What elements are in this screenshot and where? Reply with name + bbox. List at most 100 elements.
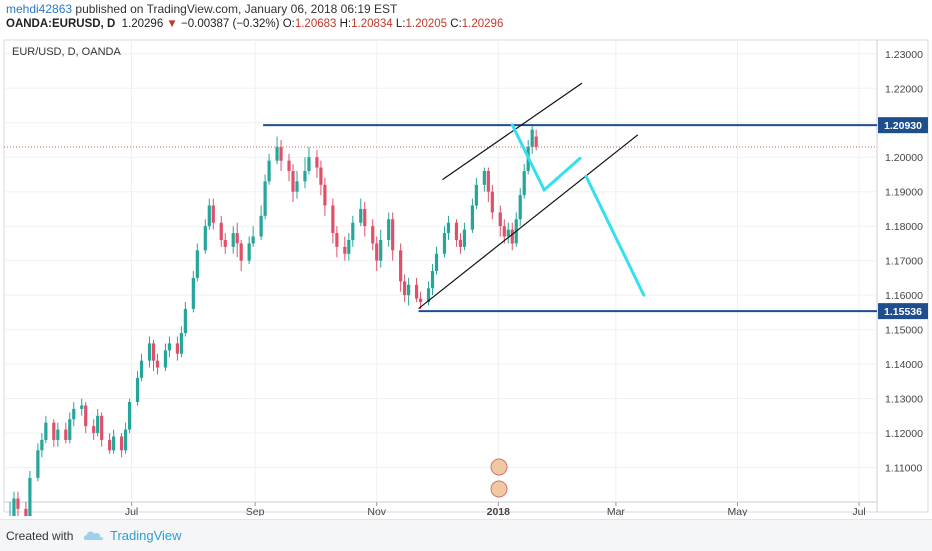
channel-line	[442, 82, 583, 181]
candle-body	[470, 205, 474, 230]
candle-body	[108, 439, 112, 451]
candle-body	[151, 343, 156, 361]
candle-body	[68, 419, 72, 440]
author-link[interactable]: mehdi42863	[6, 2, 73, 16]
candle-body	[347, 239, 351, 254]
projection-segment	[542, 156, 582, 192]
candle-body	[231, 233, 235, 247]
candle-body	[359, 208, 363, 223]
candle-body	[123, 429, 128, 451]
candle-body	[486, 171, 490, 192]
candle-body	[319, 167, 323, 185]
candle-body	[112, 436, 116, 451]
plot-border	[3, 39, 929, 513]
candle-body	[530, 129, 534, 147]
candle-body	[482, 171, 486, 185]
price-chart[interactable]: 1.230001.220001.210001.200001.190001.180…	[0, 36, 932, 540]
candle-body	[167, 343, 172, 351]
candle-body	[462, 229, 467, 247]
tradingview-brand-link[interactable]: TradingView	[110, 528, 182, 543]
x-tick-label: Nov	[367, 506, 386, 516]
candle-body	[251, 236, 255, 244]
chart-frame[interactable]: 1.230001.220001.210001.200001.190001.180…	[0, 36, 932, 540]
candle-body	[119, 436, 124, 451]
candle-body	[391, 219, 395, 251]
candle-body	[211, 205, 215, 223]
candle-body	[64, 429, 68, 440]
candle-body	[203, 226, 207, 251]
candle-body	[191, 277, 195, 309]
candle-body	[407, 284, 411, 296]
candle-body	[414, 284, 419, 299]
candle-body	[291, 171, 295, 192]
y-tick-label: 1.14000	[885, 359, 923, 371]
candle-body	[399, 250, 403, 282]
open-label: O:	[282, 18, 295, 30]
y-tick-label: 1.15000	[885, 325, 923, 337]
y-tick-label: 1.16000	[885, 290, 923, 302]
candle-body	[12, 498, 16, 523]
candle-body	[498, 212, 502, 227]
x-tick-label: 2018	[487, 506, 511, 516]
candle-body	[127, 402, 132, 430]
candle-body	[175, 343, 180, 354]
grid	[4, 40, 877, 502]
drawings	[4, 82, 877, 313]
publish-info: published on TradingView.com, January 06…	[72, 2, 398, 16]
low-label: L:	[395, 18, 406, 30]
x-tick-label: Sep	[246, 506, 265, 516]
candle-body	[44, 422, 48, 440]
candle-body	[96, 415, 100, 434]
candle-body	[502, 226, 506, 237]
candle-body	[331, 205, 335, 234]
price-label-text: 1.20930	[884, 120, 922, 132]
candle-body	[418, 298, 423, 303]
candle-body	[375, 243, 379, 261]
candle-body	[335, 233, 339, 247]
candle-body	[36, 450, 40, 478]
candle-body	[84, 405, 88, 427]
y-tick-label: 1.19000	[885, 187, 923, 199]
x-tick-label: Mar	[607, 506, 626, 516]
publish-line: mehdi42863 published on TradingView.com,…	[6, 2, 397, 16]
candle-body	[235, 233, 239, 244]
candle-body	[16, 498, 20, 509]
candle-body	[403, 281, 407, 296]
candle-body	[522, 171, 526, 196]
candle-body	[24, 508, 28, 520]
last-price: 1.20296	[121, 18, 164, 30]
created-with-label: Created with	[6, 529, 74, 543]
candle-body	[442, 233, 447, 254]
candle-body	[219, 222, 223, 240]
footer-bar: Created with TradingView	[0, 519, 932, 551]
candle-body	[179, 333, 183, 354]
candle-body	[207, 205, 211, 227]
projection-segment	[510, 123, 546, 192]
candle-body	[434, 253, 439, 271]
x-tick-label: Jul	[852, 506, 865, 516]
candle-body	[287, 160, 291, 172]
symbol-label: OANDA:EURUSD, D	[6, 18, 116, 30]
y-tick-label: 1.13000	[885, 394, 923, 406]
candle-body	[279, 146, 283, 161]
candle-body	[155, 360, 160, 368]
candle-body	[323, 184, 327, 206]
close-label: C:	[450, 18, 462, 30]
candle-body	[307, 157, 311, 172]
y-tick-label: 1.12000	[885, 428, 923, 440]
candle-body	[259, 215, 263, 237]
open-value: 1.20683	[294, 18, 337, 30]
chart-title: EUR/USD, D, OANDA	[12, 46, 121, 58]
event-flag-icon	[490, 458, 508, 476]
candle-body	[295, 181, 299, 192]
candle-body	[267, 160, 271, 182]
high-label: H:	[339, 18, 352, 30]
candle-body	[139, 360, 144, 378]
event-flag-icon-2	[490, 480, 508, 498]
low-value: 1.20205	[405, 18, 448, 30]
high-value: 1.20834	[351, 18, 393, 30]
y-tick-label: 1.17000	[885, 256, 923, 268]
candle-body	[52, 422, 56, 440]
candle-body	[343, 246, 347, 254]
candle-body	[223, 239, 227, 247]
